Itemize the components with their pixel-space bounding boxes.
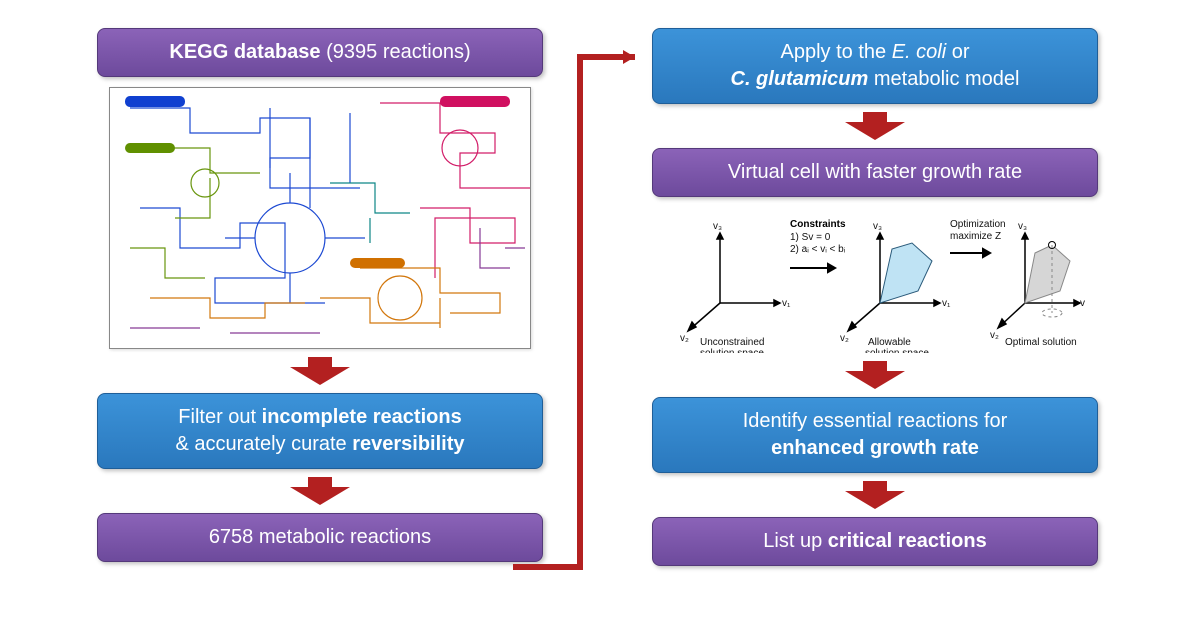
listup-bold: critical reactions — [828, 530, 987, 552]
apply-pill: Apply to the E. coli or C. glutamicum me… — [652, 28, 1098, 104]
left-column: KEGG database (9395 reactions) — [90, 28, 550, 562]
virtual-text: Virtual cell with faster growth rate — [728, 161, 1022, 183]
filter-line1-pre: Filter out — [178, 406, 261, 428]
axis-v3: v₃ — [1018, 221, 1027, 232]
axis-v2: v₂ — [840, 333, 849, 344]
identify-l1: Identify essential reactions for — [665, 408, 1085, 435]
identify-l2: enhanced growth rate — [665, 435, 1085, 462]
filter-line1-bold: incomplete reactions — [262, 406, 462, 428]
down-arrow-icon — [845, 481, 905, 509]
down-arrow-icon — [845, 112, 905, 140]
kegg-title-pill: KEGG database (9395 reactions) — [97, 28, 543, 77]
axis-v1: v₁ — [1080, 298, 1085, 309]
apply-l2-ital: C. glutamicum — [731, 68, 869, 90]
axis-v2: v₂ — [990, 330, 999, 341]
down-arrow-icon — [290, 477, 350, 505]
apply-l1-ital: E. coli — [892, 41, 946, 63]
down-arrow-icon — [290, 357, 350, 385]
fba-constraint-2: 2) aᵢ < vᵢ < bᵢ — [790, 244, 846, 255]
fba-p2-c1: Allowable — [868, 337, 911, 348]
fba-p3-c1: Optimal solution — [1005, 337, 1077, 348]
fba-svg: v₁ v₂ v₃ Unconstrained solution space Co… — [665, 203, 1085, 353]
down-arrow-icon — [845, 361, 905, 389]
fba-constraint-1: 1) Sv = 0 — [790, 232, 831, 243]
fba-opt-title: Optimization — [950, 219, 1006, 230]
kegg-pathway-illustration — [109, 87, 531, 349]
axis-v1: v₁ — [942, 298, 951, 309]
kegg-pathway-svg — [110, 88, 530, 348]
filter-line2-pre: & accurately curate — [175, 433, 352, 455]
listup-pre: List up — [763, 530, 827, 552]
fba-p1-c1: Unconstrained — [700, 337, 764, 348]
right-column: Apply to the E. coli or C. glutamicum me… — [645, 28, 1105, 566]
result-text: 6758 metabolic reactions — [209, 526, 431, 548]
listup-pill: List up critical reactions — [652, 517, 1098, 566]
apply-l1-post: or — [946, 41, 969, 63]
axis-v1: v₁ — [782, 298, 791, 309]
apply-l2-post: metabolic model — [868, 68, 1019, 90]
axis-v3: v₃ — [873, 221, 882, 232]
kegg-title-count: (9395 reactions) — [321, 41, 471, 63]
fba-constraints-title: Constraints — [790, 219, 846, 230]
result-pill: 6758 metabolic reactions — [97, 513, 543, 562]
virtual-pill: Virtual cell with faster growth rate — [652, 148, 1098, 197]
fba-illustration: v₁ v₂ v₃ Unconstrained solution space Co… — [665, 203, 1085, 353]
filter-line2-bold: reversibility — [352, 433, 464, 455]
apply-l1-pre: Apply to the — [781, 41, 892, 63]
fba-opt-sub: maximize Z — [950, 231, 1001, 242]
filter-pill: Filter out incomplete reactions & accura… — [97, 393, 543, 469]
fba-p1-c2: solution space — [700, 348, 764, 353]
axis-v3: v₃ — [713, 221, 722, 232]
kegg-title-bold: KEGG database — [169, 41, 320, 63]
axis-v2: v₂ — [680, 333, 689, 344]
identify-pill: Identify essential reactions for enhance… — [652, 397, 1098, 473]
fba-p2-c2: solution space — [865, 348, 929, 353]
